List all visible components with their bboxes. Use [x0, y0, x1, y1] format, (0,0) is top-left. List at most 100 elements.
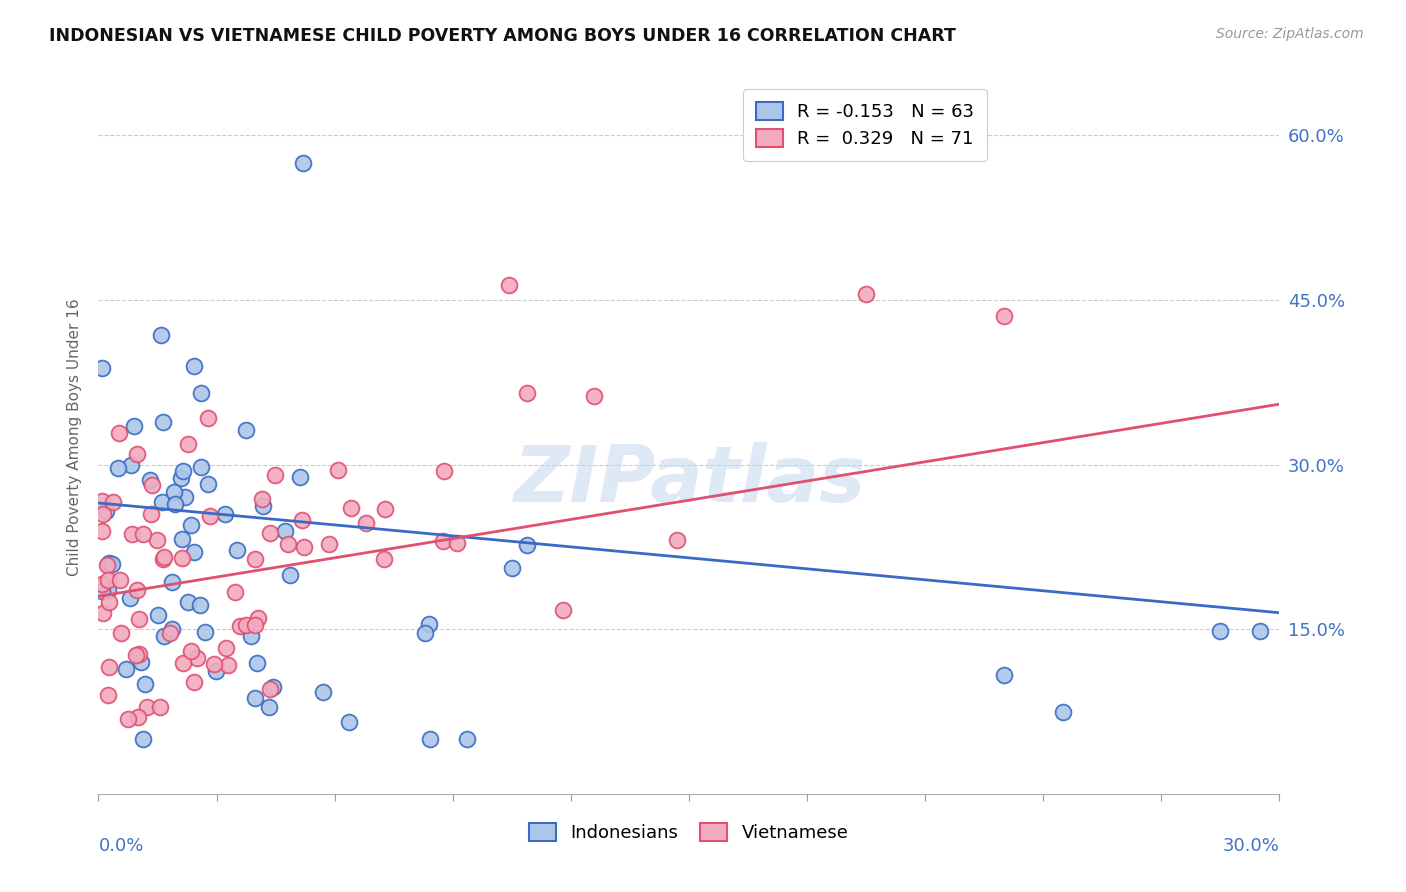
Point: [131, 655, 153, 669]
Point: [419, 731, 441, 746]
Point: [150, 327, 173, 342]
Point: [170, 471, 193, 485]
Point: [259, 526, 281, 541]
Point: [194, 625, 217, 640]
Point: [217, 657, 239, 672]
Point: [139, 473, 162, 487]
Text: 30.0%: 30.0%: [1223, 837, 1279, 855]
Point: [146, 533, 169, 547]
Point: [993, 668, 1015, 682]
Point: [337, 714, 360, 729]
Point: [180, 644, 202, 658]
Point: [235, 618, 257, 632]
Point: [993, 310, 1015, 324]
Point: [277, 537, 299, 551]
Y-axis label: Child Poverty Among Boys Under 16: Child Poverty Among Boys Under 16: [67, 298, 83, 576]
Point: [97, 583, 120, 598]
Legend: Indonesians, Vietnamese: Indonesians, Vietnamese: [522, 815, 856, 849]
Point: [374, 502, 396, 516]
Point: [159, 625, 181, 640]
Point: [132, 731, 155, 746]
Text: INDONESIAN VS VIETNAMESE CHILD POVERTY AMONG BOYS UNDER 16 CORRELATION CHART: INDONESIAN VS VIETNAMESE CHILD POVERTY A…: [49, 27, 956, 45]
Point: [101, 495, 124, 509]
Point: [117, 713, 139, 727]
Point: [291, 513, 314, 527]
Point: [246, 657, 269, 671]
Point: [148, 699, 170, 714]
Point: [1249, 624, 1271, 639]
Point: [229, 618, 252, 632]
Point: [356, 516, 378, 530]
Point: [91, 493, 114, 508]
Point: [373, 551, 395, 566]
Point: [172, 463, 194, 477]
Point: [170, 532, 193, 546]
Point: [197, 477, 219, 491]
Point: [318, 537, 340, 551]
Point: [245, 618, 267, 632]
Point: [125, 648, 148, 662]
Point: [96, 558, 118, 572]
Point: [153, 629, 176, 643]
Point: [136, 699, 159, 714]
Point: [141, 507, 163, 521]
Point: [177, 595, 200, 609]
Point: [326, 463, 349, 477]
Point: [107, 461, 129, 475]
Point: [91, 607, 114, 621]
Point: [91, 584, 114, 599]
Point: [152, 415, 174, 429]
Point: [263, 681, 285, 695]
Point: [186, 650, 208, 665]
Point: [252, 492, 274, 507]
Point: [190, 598, 212, 612]
Text: ZIPatlas: ZIPatlas: [513, 442, 865, 518]
Point: [170, 551, 193, 566]
Point: [263, 467, 285, 482]
Point: [259, 681, 281, 696]
Point: [446, 536, 468, 550]
Point: [498, 277, 520, 292]
Point: [288, 470, 311, 484]
Point: [162, 622, 184, 636]
Point: [108, 426, 131, 441]
Point: [132, 526, 155, 541]
Point: [202, 657, 225, 671]
Point: [94, 503, 117, 517]
Point: [235, 423, 257, 437]
Point: [97, 659, 120, 673]
Point: [292, 155, 315, 169]
Point: [125, 447, 148, 461]
Point: [121, 527, 143, 541]
Point: [312, 685, 335, 699]
Point: [1209, 624, 1232, 639]
Point: [245, 552, 267, 566]
Point: [163, 485, 186, 500]
Point: [183, 674, 205, 689]
Point: [121, 458, 143, 472]
Point: [418, 616, 440, 631]
Point: [1052, 705, 1074, 719]
Text: 0.0%: 0.0%: [98, 837, 143, 855]
Point: [108, 574, 131, 588]
Point: [110, 626, 132, 640]
Point: [224, 585, 246, 599]
Point: [118, 591, 141, 605]
Point: [97, 556, 120, 570]
Point: [127, 710, 149, 724]
Point: [516, 386, 538, 401]
Point: [190, 386, 212, 401]
Point: [197, 411, 219, 425]
Point: [433, 464, 456, 478]
Point: [97, 688, 120, 702]
Point: [127, 582, 149, 597]
Point: [516, 538, 538, 552]
Point: [180, 518, 202, 533]
Point: [153, 550, 176, 565]
Point: [204, 664, 226, 678]
Point: [226, 543, 249, 558]
Point: [91, 524, 114, 539]
Point: [128, 647, 150, 661]
Point: [134, 677, 156, 691]
Point: [273, 524, 295, 539]
